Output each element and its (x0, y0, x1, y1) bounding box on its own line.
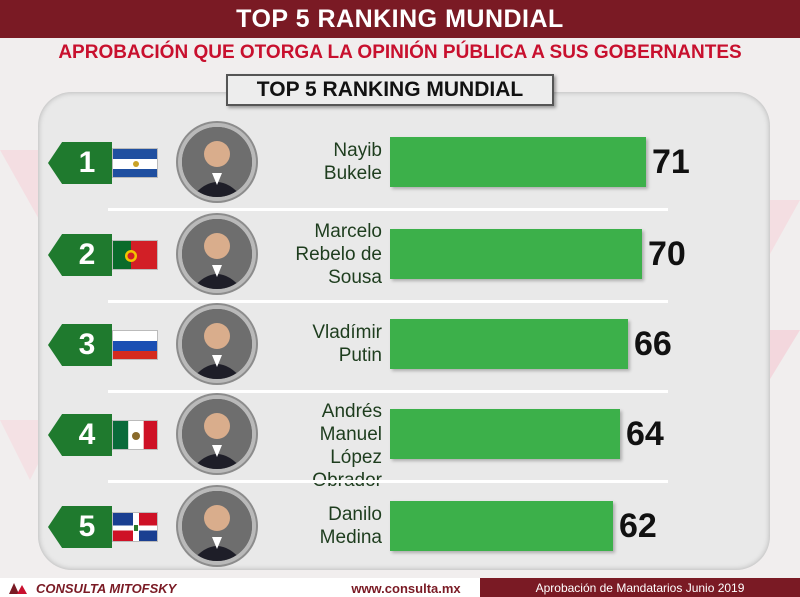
avatar (178, 395, 256, 473)
leader-name-line: Andrés (321, 400, 382, 422)
leader-name-line: Rebelo de (295, 243, 382, 265)
leader-name-line: Nayib (333, 140, 382, 161)
approval-value-label: 62 (619, 507, 657, 545)
approval-bar (390, 137, 646, 187)
mexico-flag-icon (112, 420, 158, 450)
leader-name: Marcelo Rebelo de Sousa (262, 220, 382, 289)
leader-name-line: Sousa (328, 266, 382, 288)
rank-badge: 3 (48, 324, 112, 366)
row-divider (108, 390, 668, 393)
leader-name-line: Bukele (323, 163, 382, 184)
mitofsky-logo-icon (9, 583, 27, 594)
ranking-row: 3 Vladímir Putin 66 (0, 302, 800, 394)
approval-value-label: 66 (634, 325, 672, 363)
approval-value-label: 71 (652, 143, 690, 181)
leader-name-line: Manuel (319, 423, 382, 445)
approval-bar (390, 229, 642, 279)
footer-caption: Aprobación de Mandatarios Junio 2019 (480, 578, 800, 597)
leader-name-line: Medina (319, 527, 382, 548)
leader-name: Vladímir Putin (262, 321, 382, 367)
approval-value-label: 70 (648, 235, 686, 273)
dominican-republic-flag-icon (112, 512, 158, 542)
rank-badge: 1 (48, 142, 112, 184)
footer-brand-label: CONSULTA MITOFSKY (36, 580, 177, 596)
leader-name-line: Danilo (328, 504, 382, 525)
page-title: TOP 5 RANKING MUNDIAL (236, 4, 564, 33)
row-divider (108, 300, 668, 303)
approval-bar (390, 319, 628, 369)
avatar (178, 123, 256, 201)
leader-name-line: Vladímir (312, 322, 382, 343)
rank-badge: 5 (48, 506, 112, 548)
ranking-row: 1 Nayib Bukele 71 (0, 120, 800, 212)
page-subtitle: APROBACIÓN QUE OTORGA LA OPINIÓN PÚBLICA… (58, 42, 742, 63)
russia-flag-icon (112, 330, 158, 360)
avatar (178, 305, 256, 383)
leader-name: Danilo Medina (262, 503, 382, 549)
avatar (178, 487, 256, 565)
approval-value-label: 64 (626, 415, 664, 453)
footer-url[interactable]: www.consulta.mx (351, 580, 461, 596)
approval-bar (390, 501, 613, 551)
rank-badge: 4 (48, 414, 112, 456)
ranking-row: 2 Marcelo Rebelo de Sousa 70 (0, 212, 800, 304)
leader-name-line: Marcelo (314, 220, 382, 242)
row-divider (108, 208, 668, 211)
top-banner: TOP 5 RANKING MUNDIAL (0, 0, 800, 38)
leader-name-line: Putin (338, 345, 382, 366)
footer-brand: CONSULTA MITOFSKY (8, 580, 176, 596)
panel-title: TOP 5 RANKING MUNDIAL (226, 74, 554, 106)
row-divider (108, 480, 668, 483)
ranking-row: 5 Danilo Medina 62 (0, 484, 800, 576)
avatar (178, 215, 256, 293)
el-salvador-flag-icon (112, 148, 158, 178)
portugal-flag-icon (112, 240, 158, 270)
approval-bar (390, 409, 620, 459)
leader-name: Nayib Bukele (262, 139, 382, 185)
rank-badge: 2 (48, 234, 112, 276)
